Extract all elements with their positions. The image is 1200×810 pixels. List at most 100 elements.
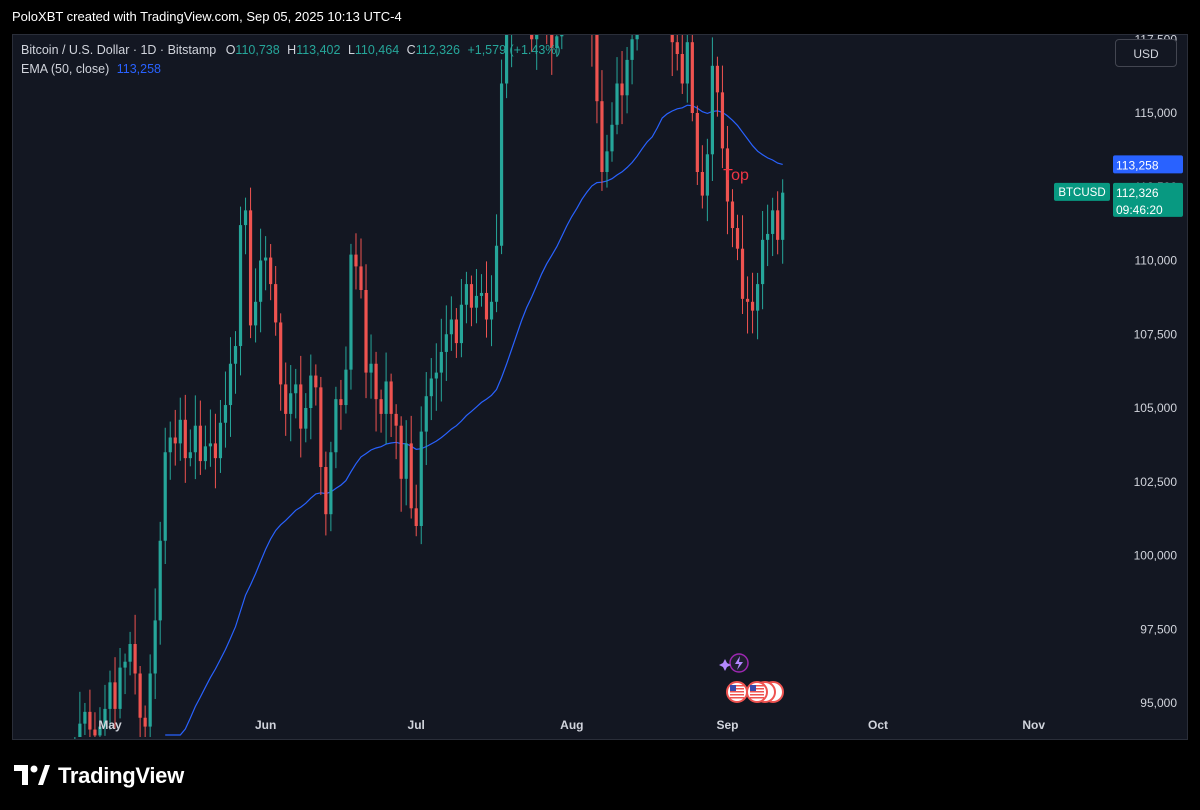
candle [314,364,318,406]
flag-stripe [730,685,744,687]
candle-body [384,381,388,414]
candle [259,228,263,333]
candle-body [494,245,499,302]
candle [720,65,725,169]
candle-body [299,384,303,429]
candle [208,409,212,467]
candle-body [284,384,288,414]
candle-body [745,298,750,302]
candle-body [705,154,709,196]
candle-body [304,408,308,429]
candle [635,35,639,51]
top-annotation: Top [723,167,749,184]
candle [218,399,223,473]
candle [439,318,443,402]
candle [233,331,238,394]
flag-stripe [750,691,764,693]
flag-stripe [750,694,764,696]
candle-body [414,508,418,526]
ema-indicator-value: 113,258 [116,62,161,76]
candle-body [695,113,699,172]
candle-body [138,673,142,718]
candle-body [128,644,132,662]
candle-body [469,284,474,308]
candle [123,653,127,695]
candle [223,371,228,448]
y-tick-label: 110,000 [1135,254,1178,268]
candle [755,272,760,340]
candle-body [274,284,278,323]
flag-stripe [750,697,764,699]
candle-body [771,210,775,234]
candle [173,409,177,466]
candle [605,134,609,188]
candle [98,707,102,737]
candle [530,35,534,53]
y-tick-label: 95,000 [1140,696,1177,710]
tradingview-brand: TradingView [14,762,184,790]
symbol-title[interactable]: Bitcoin / U.S. Dollar · 1D · Bitstamp [21,43,217,57]
candle-body [289,393,293,414]
candle [535,35,539,70]
candle-body [504,35,509,84]
candle [264,236,268,291]
open-value: 110,738 [235,43,280,57]
candle [750,272,755,334]
candle-body [389,381,393,414]
candle [279,313,283,411]
candle [379,389,383,433]
candle-body [635,35,639,40]
candle [74,737,76,739]
candle [178,397,182,461]
candle [344,346,348,414]
candle-body [444,334,448,352]
candle [695,105,699,185]
candle [389,373,393,437]
candle [253,268,258,343]
candle-body [449,319,453,335]
candle-body [459,304,463,344]
candle-body [394,413,398,426]
candle-body [700,172,704,196]
candle [108,670,112,730]
chart-frame[interactable]: Top 95,000 97,500 100,000 102,500 105,000 107… [12,34,1188,740]
candle [113,657,117,729]
candle-body [419,431,423,526]
candle [138,665,142,737]
candle [484,261,489,338]
x-tick-label: May [98,718,122,732]
candle [725,125,730,235]
ema-price-tag-text: 113,258 [1116,158,1159,172]
candle [384,352,388,445]
candle-body [319,387,323,467]
candle [454,308,458,358]
candle-body [499,83,504,246]
change-value: +1,579 (+1.43%) [467,43,561,57]
candle [188,429,192,467]
low-value: 110,464 [354,43,400,57]
candle-body [439,351,443,373]
candle-body [103,708,107,727]
currency-button[interactable]: USD [1115,39,1177,67]
candlestick-chart[interactable]: Top 95,000 97,500 100,000 102,500 105,000 107… [13,35,1187,739]
candle [284,362,288,436]
candle-body [339,399,343,406]
candle-body [474,295,479,308]
candle [399,416,403,512]
candle-body [730,201,735,229]
candle-body [238,225,243,347]
candle [414,484,418,537]
ema-indicator-label[interactable]: EMA (50, close) [21,62,110,76]
candle [625,46,629,114]
candle-body [314,375,318,388]
candle-body [625,59,629,96]
candle-body [203,446,207,462]
x-tick-label: Aug [560,718,583,732]
y-tick-label: 105,000 [1134,401,1178,415]
candle [459,278,463,358]
us-flag-icon [750,685,764,699]
candle-body [143,717,147,727]
candle-body [259,260,263,302]
y-tick-label: 97,500 [1140,622,1177,636]
flag-stripe [750,688,764,690]
